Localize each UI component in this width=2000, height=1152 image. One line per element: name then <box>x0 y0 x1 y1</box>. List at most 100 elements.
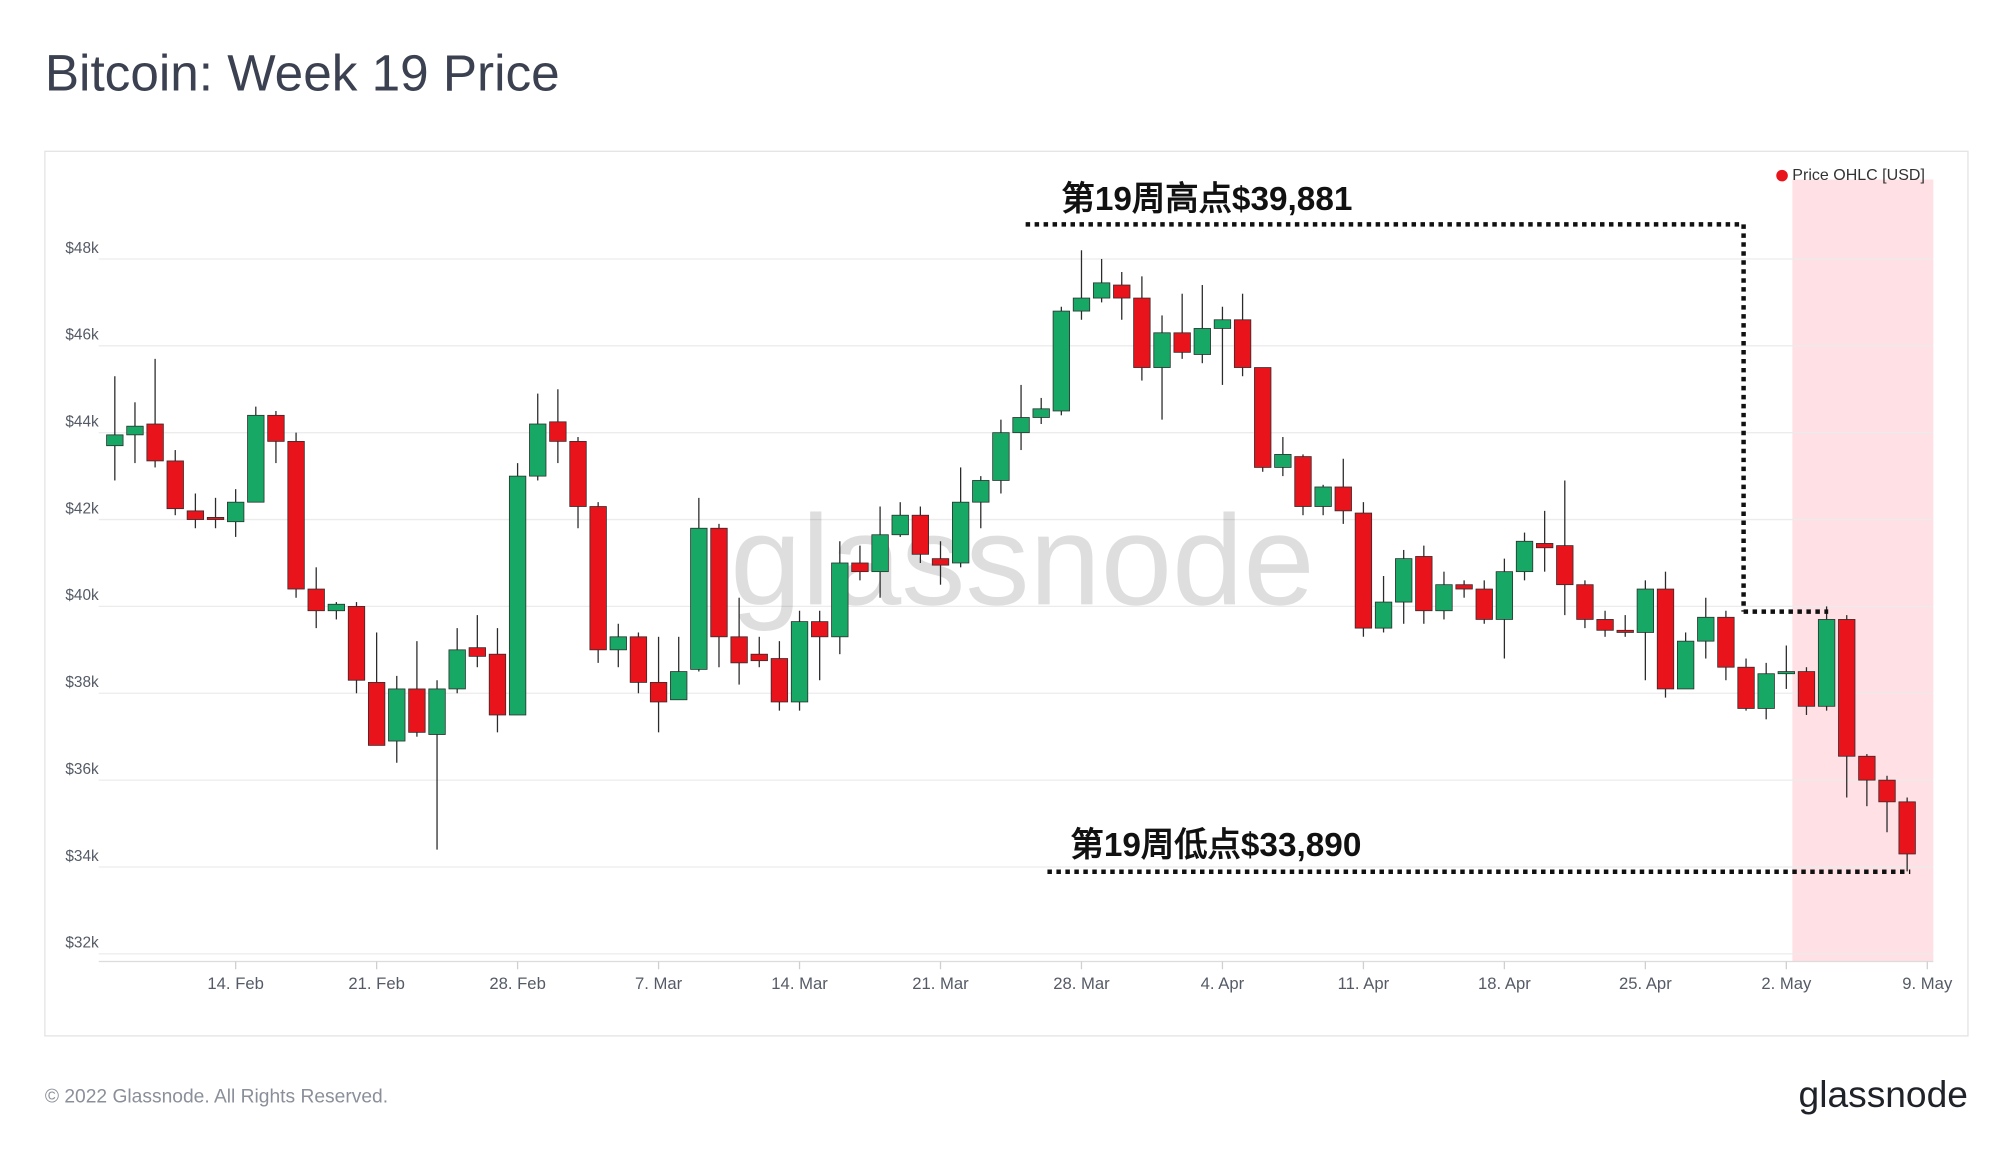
candle-body <box>1334 486 1352 512</box>
candle-body <box>1596 619 1614 631</box>
y-tick-label: $46k <box>65 327 99 344</box>
candle-body <box>1636 588 1654 633</box>
candle-body <box>931 558 950 566</box>
candle-body <box>1515 540 1534 573</box>
candle-body <box>871 534 889 573</box>
chart-frame <box>44 150 1969 1037</box>
candle-body <box>1233 319 1252 368</box>
x-tick-label: 21. Feb <box>348 974 404 993</box>
candle-body <box>710 527 728 638</box>
candle-body <box>227 501 245 523</box>
x-tick-label: 21. Mar <box>912 974 969 993</box>
candle-body <box>1374 601 1393 629</box>
candle-body <box>629 636 648 683</box>
x-tick-label: 14. Mar <box>771 974 828 993</box>
x-tick-label: 2. May <box>1761 974 1812 993</box>
x-tick-label: 18. Apr <box>1478 974 1531 993</box>
candle-body <box>670 671 688 701</box>
candle-body <box>247 414 265 503</box>
y-tick-label: $36k <box>65 761 99 778</box>
candle-body <box>529 423 547 477</box>
candle-body <box>1113 284 1131 299</box>
candle-body <box>327 603 345 612</box>
watermark: glassnode <box>730 489 1314 632</box>
candle-body <box>952 501 970 564</box>
candle-body <box>730 636 748 664</box>
candle-body <box>1153 332 1171 368</box>
candle-body <box>1898 801 1916 855</box>
candle-body <box>428 688 446 735</box>
legend-swatch <box>1776 169 1788 182</box>
candle-body <box>589 506 607 651</box>
copyright: © 2022 Glassnode. All Rights Reserved. <box>45 1087 388 1108</box>
candle-body <box>508 475 527 716</box>
candle-body <box>267 414 285 442</box>
candle-body <box>1193 328 1211 355</box>
annotation-label: 第19周高点$39,881 <box>1062 181 1353 218</box>
candle-body <box>1274 454 1292 468</box>
candle-body <box>790 621 809 703</box>
x-tick-label: 14. Feb <box>207 974 263 993</box>
candle-body <box>649 682 668 703</box>
x-tick-label: 9. May <box>1902 974 1953 993</box>
candle-body <box>448 649 466 690</box>
candle-body <box>1032 408 1050 418</box>
candle-body <box>549 421 567 442</box>
candle-body <box>1133 297 1151 368</box>
candle-body <box>388 688 406 742</box>
candle-body <box>1737 666 1755 709</box>
candle-body <box>1395 558 1413 603</box>
candle-body <box>106 434 124 447</box>
candle-body <box>1676 640 1695 690</box>
candle-body <box>1012 417 1030 434</box>
candle-body <box>609 636 627 651</box>
candle-body <box>972 480 990 503</box>
candle-body <box>1797 671 1816 707</box>
annotation-label: 第19周低点$33,890 <box>1071 827 1362 864</box>
candle-body <box>1616 629 1634 633</box>
candle-body <box>831 562 849 638</box>
x-tick-label: 25. Apr <box>1619 974 1672 993</box>
x-tick-label: 28. Feb <box>489 974 545 993</box>
candle-body <box>1415 556 1433 612</box>
y-tick-label: $40k <box>65 587 99 604</box>
candle-body <box>1777 671 1795 675</box>
candle-body <box>811 621 829 638</box>
candle-body <box>307 588 325 612</box>
annotation-bracket <box>1025 222 1746 612</box>
x-tick-label: 7. Mar <box>635 974 683 993</box>
candle-body <box>1052 310 1070 412</box>
candle-body <box>690 527 708 670</box>
candle-body <box>1817 619 1836 707</box>
candle-body <box>1314 486 1332 507</box>
candle-body <box>1435 584 1453 612</box>
candle-body <box>1697 616 1715 642</box>
y-tick-label: $48k <box>65 240 99 257</box>
candle-body <box>1173 332 1191 353</box>
candle-body <box>206 516 225 520</box>
candle-body <box>146 423 164 462</box>
candle-body <box>1294 456 1312 507</box>
candle-body <box>851 562 869 573</box>
logo: glassnode <box>1799 1073 1968 1115</box>
candle-body <box>992 432 1010 481</box>
x-tick-label: 4. Apr <box>1201 974 1245 993</box>
candle-body <box>911 514 930 555</box>
y-tick-label: $32k <box>65 935 99 952</box>
y-tick-label: $34k <box>65 848 99 865</box>
candle-body <box>1092 282 1111 299</box>
candle-body <box>1475 588 1493 620</box>
candle-body <box>569 440 587 507</box>
candle-body <box>1858 755 1876 781</box>
candle-body <box>1072 297 1091 312</box>
candle-body <box>1213 319 1232 329</box>
candle-body <box>1656 588 1675 690</box>
candle-body <box>468 647 486 657</box>
candle-body <box>1757 673 1775 709</box>
chart-title: Bitcoin: Week 19 Price <box>45 44 560 101</box>
candle-body <box>1455 584 1473 590</box>
candle-body <box>1556 545 1574 586</box>
candle-body <box>1495 571 1514 620</box>
candle-body <box>126 425 144 436</box>
